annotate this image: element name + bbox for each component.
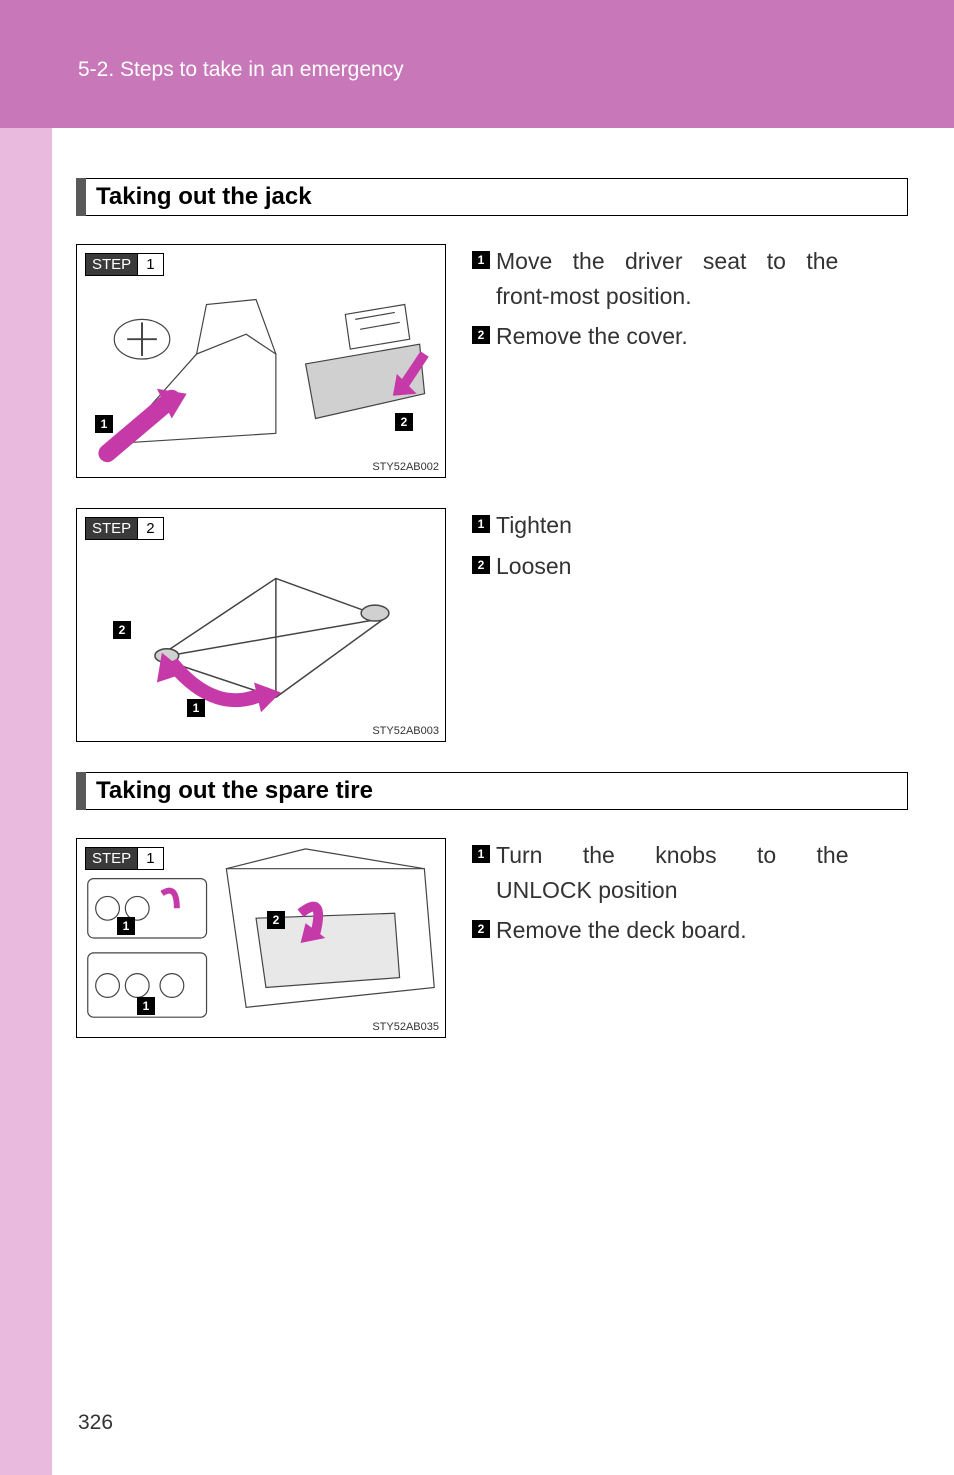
instruction-number: 1 [472, 845, 490, 863]
step-block: STEP 1 1 1 2 STY52AB035 1 Turn the knobs… [76, 838, 908, 1038]
callout-marker: 1 [117, 917, 135, 935]
step-number: 1 [138, 847, 163, 870]
step-number: 1 [138, 253, 163, 276]
instruction-number: 2 [472, 556, 490, 574]
instruction-text: Loosen [496, 549, 908, 584]
instruction-list: 1 Move the driver seat to thefront-most … [472, 244, 908, 360]
figure-box: STEP 1 1 1 2 STY52AB035 [76, 838, 446, 1038]
step-block: STEP 1 1 2 STY52AB002 1 Move the driver … [76, 244, 908, 478]
step-tag: STEP 1 [85, 847, 164, 870]
instruction-number: 2 [472, 326, 490, 344]
figure-code: STY52AB003 [372, 725, 439, 737]
instruction-list: 1 Turn the knobs to theUNLOCK position 2… [472, 838, 908, 954]
instruction-item: 1 Move the driver seat to thefront-most … [472, 244, 908, 313]
figure-box: STEP 1 1 2 STY52AB002 [76, 244, 446, 478]
instruction-item: 1 Tighten [472, 508, 908, 543]
instruction-item: 2 Loosen [472, 549, 908, 584]
breadcrumb: 5-2. Steps to take in an emergency [78, 58, 404, 82]
callout-marker: 2 [267, 911, 285, 929]
section-header-jack: Taking out the jack [76, 178, 908, 216]
instruction-item: 2 Remove the cover. [472, 319, 908, 354]
step-number: 2 [138, 517, 163, 540]
figure-illustration [77, 509, 445, 741]
section-bar [76, 772, 86, 810]
instruction-text: Tighten [496, 508, 908, 543]
callout-marker: 1 [137, 997, 155, 1015]
step-tag: STEP 1 [85, 253, 164, 276]
instruction-item: 1 Turn the knobs to theUNLOCK position [472, 838, 908, 907]
instruction-item: 2 Remove the deck board. [472, 913, 908, 948]
section-title: Taking out the spare tire [86, 772, 908, 810]
figure-illustration [77, 245, 445, 477]
callout-marker: 1 [187, 699, 205, 717]
instruction-text: Remove the deck board. [496, 913, 908, 948]
instruction-number: 2 [472, 920, 490, 938]
callout-marker: 1 [95, 415, 113, 433]
instruction-list: 1 Tighten 2 Loosen [472, 508, 908, 589]
instruction-text: Remove the cover. [496, 319, 908, 354]
step-label: STEP [85, 847, 138, 870]
page-number: 326 [78, 1411, 113, 1435]
figure-code: STY52AB035 [372, 1021, 439, 1033]
header-band: 5-2. Steps to take in an emergency [0, 0, 954, 128]
section-title: Taking out the jack [86, 178, 908, 216]
callout-marker: 2 [395, 413, 413, 431]
instruction-number: 1 [472, 251, 490, 269]
section-header-spare: Taking out the spare tire [76, 772, 908, 810]
step-label: STEP [85, 253, 138, 276]
section-bar [76, 178, 86, 216]
figure-code: STY52AB002 [372, 461, 439, 473]
step-block: STEP 2 2 1 STY52AB003 1 Tighten 2 Loosen [76, 508, 908, 742]
page-content: Taking out the jack [52, 128, 954, 1068]
step-tag: STEP 2 [85, 517, 164, 540]
side-band [0, 128, 52, 1475]
step-label: STEP [85, 517, 138, 540]
instruction-text: Turn the knobs to theUNLOCK position [496, 838, 908, 907]
instruction-text: Move the driver seat to thefront-most po… [496, 244, 908, 313]
callout-marker: 2 [113, 621, 131, 639]
figure-box: STEP 2 2 1 STY52AB003 [76, 508, 446, 742]
instruction-number: 1 [472, 515, 490, 533]
